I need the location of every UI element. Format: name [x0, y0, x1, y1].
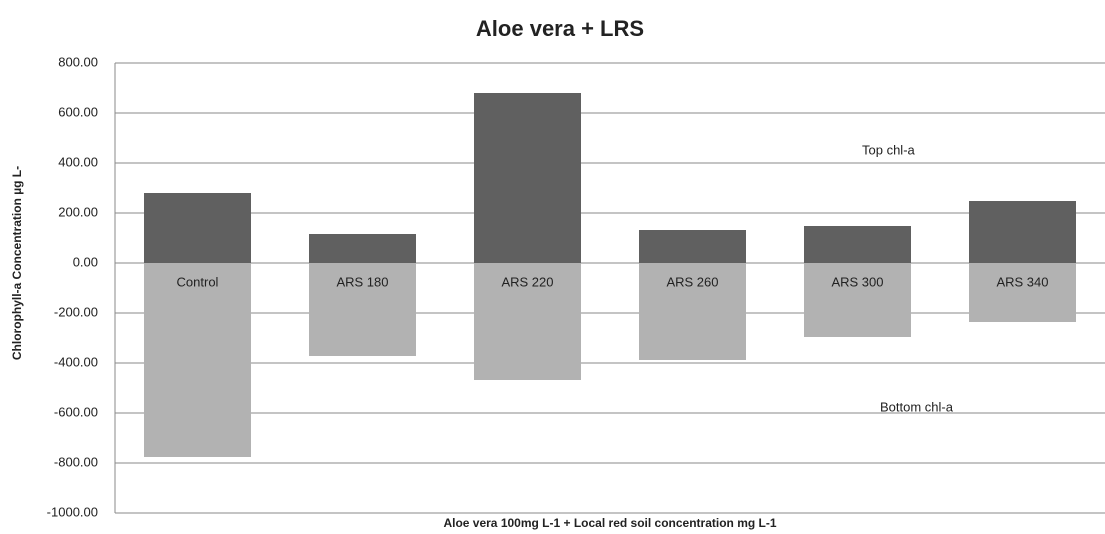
y-tick-label: 400.00 [58, 154, 98, 169]
bar [309, 234, 416, 263]
legend-label: Top chl-a [862, 142, 916, 157]
y-tick-label: 200.00 [58, 204, 98, 219]
x-tick-label: ARS 340 [996, 274, 1048, 289]
x-tick-label: ARS 180 [336, 274, 388, 289]
y-tick-label: -1000.00 [47, 504, 98, 519]
x-tick-label: Control [177, 274, 219, 289]
x-tick-label: ARS 220 [501, 274, 553, 289]
legend-label: Bottom chl-a [880, 399, 954, 414]
bar [474, 93, 581, 263]
bar [804, 226, 911, 263]
y-tick-label: -200.00 [54, 304, 98, 319]
bar [144, 263, 251, 457]
y-tick-label: 0.00 [73, 254, 98, 269]
bar [309, 263, 416, 356]
y-axis-label: Chlorophyll-a Concentration µg L- [10, 166, 24, 360]
x-tick-label: ARS 300 [831, 274, 883, 289]
bar [639, 230, 746, 263]
y-tick-label: -800.00 [54, 454, 98, 469]
bar [969, 263, 1076, 322]
y-tick-label: -400.00 [54, 354, 98, 369]
bar [144, 193, 251, 263]
y-tick-label: -600.00 [54, 404, 98, 419]
bar [639, 263, 746, 360]
bar [804, 263, 911, 337]
bar [969, 201, 1076, 263]
y-tick-label: 800.00 [58, 54, 98, 69]
x-tick-label: ARS 260 [666, 274, 718, 289]
y-tick-label: 600.00 [58, 104, 98, 119]
x-axis-label: Aloe vera 100mg L-1 + Local red soil con… [443, 516, 776, 530]
chart-title: Aloe vera + LRS [476, 16, 644, 41]
bar [474, 263, 581, 380]
